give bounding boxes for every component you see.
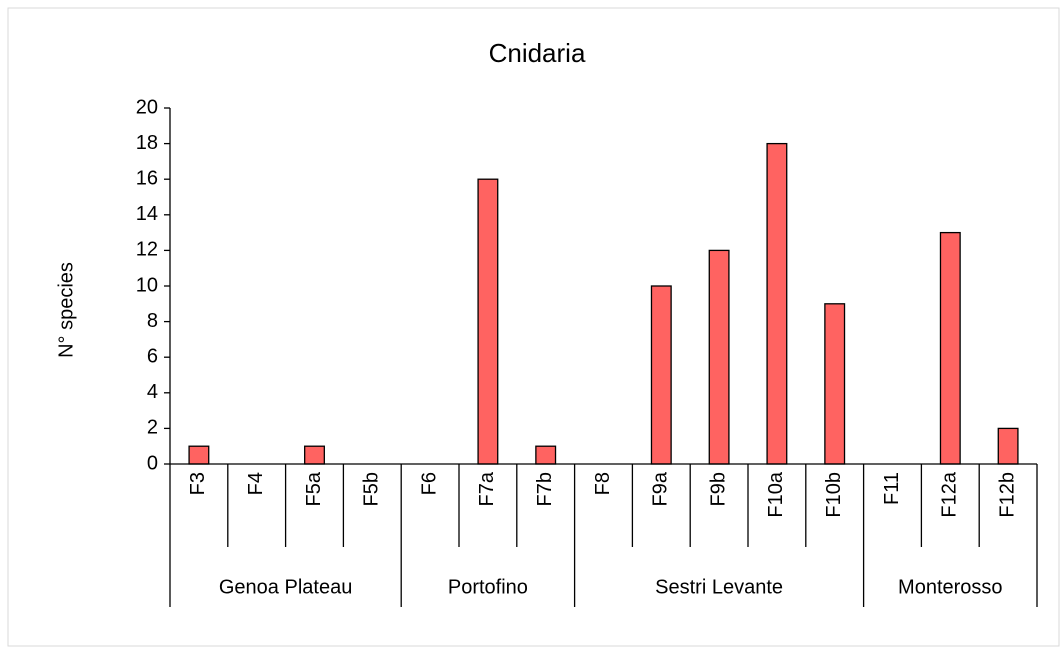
bar — [650, 285, 672, 465]
bar — [939, 231, 961, 465]
y-tick-label: 0 — [147, 452, 158, 474]
bar — [997, 427, 1019, 465]
x-tick-label: F3 — [187, 472, 209, 495]
x-tick-label: F5b — [361, 472, 383, 506]
x-tick-label: F6 — [418, 472, 440, 495]
chart-title: Cnidaria — [489, 38, 586, 68]
bar — [766, 142, 788, 465]
group-label: Monterosso — [898, 576, 1003, 598]
bar — [477, 178, 499, 465]
y-tick-label: 16 — [136, 167, 158, 189]
x-tick-label: F9a — [650, 471, 672, 506]
x-tick-label: F5a — [303, 471, 325, 506]
group-label: Genoa Plateau — [219, 576, 352, 598]
bar — [535, 445, 557, 465]
x-tick-label: F11 — [881, 472, 903, 505]
y-axis-label: N° species — [55, 262, 77, 358]
y-tick-label: 10 — [136, 274, 158, 296]
bar — [824, 303, 846, 465]
x-tick-label: F12b — [996, 472, 1018, 518]
y-tick-label: 14 — [136, 203, 158, 225]
bar — [708, 249, 730, 465]
x-tick-label: F8 — [592, 472, 614, 495]
x-tick-label: F7b — [534, 472, 556, 506]
group-label: Sestri Levante — [655, 576, 783, 598]
x-tick-label: F10a — [765, 471, 787, 517]
chart-border — [7, 7, 1060, 647]
x-tick-label: F7a — [476, 471, 498, 506]
x-tick-label: F10b — [823, 472, 845, 518]
group-label: Portofino — [448, 576, 528, 598]
y-tick-label: 12 — [136, 239, 158, 261]
y-tick-label: 18 — [136, 132, 158, 154]
y-tick-label: 6 — [147, 345, 158, 367]
x-tick-label: F12a — [939, 471, 961, 517]
y-tick-label: 20 — [136, 96, 158, 118]
bar — [304, 445, 325, 465]
bar — [188, 445, 210, 465]
y-tick-label: 8 — [147, 310, 158, 332]
x-tick-label: F9b — [707, 472, 729, 506]
y-tick-label: 4 — [147, 381, 158, 403]
x-tick-label: F4 — [245, 472, 267, 495]
y-tick-label: 2 — [147, 417, 158, 439]
